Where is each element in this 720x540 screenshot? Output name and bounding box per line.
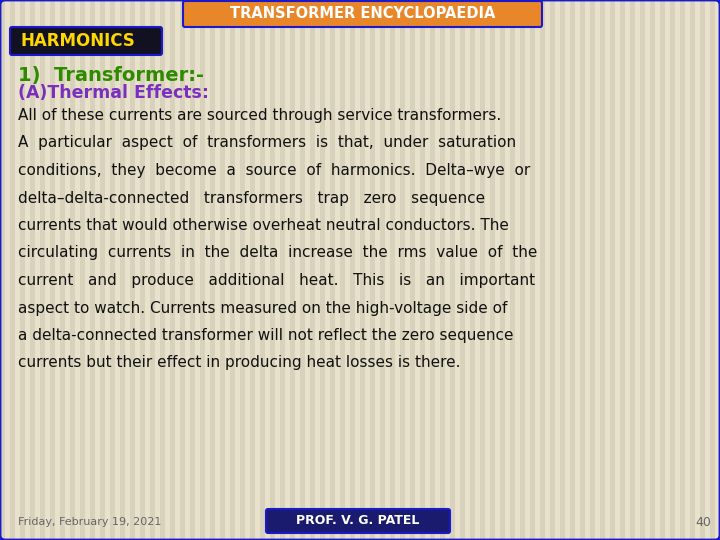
Bar bbox=[300, 0, 305, 540]
Bar bbox=[230, 0, 235, 540]
Bar bbox=[700, 0, 705, 540]
Bar bbox=[0, 0, 5, 540]
Text: currents but their effect in producing heat losses is there.: currents but their effect in producing h… bbox=[18, 355, 461, 370]
Bar bbox=[20, 0, 25, 540]
Bar bbox=[200, 0, 205, 540]
Bar bbox=[60, 0, 65, 540]
Text: Friday, February 19, 2021: Friday, February 19, 2021 bbox=[18, 517, 161, 527]
Bar bbox=[440, 0, 445, 540]
Bar bbox=[170, 0, 175, 540]
Bar bbox=[590, 0, 595, 540]
Bar bbox=[180, 0, 185, 540]
Bar bbox=[650, 0, 655, 540]
Text: circulating  currents  in  the  delta  increase  the  rms  value  of  the: circulating currents in the delta increa… bbox=[18, 246, 537, 260]
Bar bbox=[470, 0, 475, 540]
Bar bbox=[210, 0, 215, 540]
Bar bbox=[510, 0, 515, 540]
Text: A  particular  aspect  of  transformers  is  that,  under  saturation: A particular aspect of transformers is t… bbox=[18, 136, 516, 151]
Bar bbox=[520, 0, 525, 540]
Bar bbox=[390, 0, 395, 540]
Bar bbox=[50, 0, 55, 540]
Text: HARMONICS: HARMONICS bbox=[20, 32, 135, 50]
Bar bbox=[150, 0, 155, 540]
Bar bbox=[620, 0, 625, 540]
Bar bbox=[570, 0, 575, 540]
Bar bbox=[430, 0, 435, 540]
Bar bbox=[80, 0, 85, 540]
Bar bbox=[500, 0, 505, 540]
Bar bbox=[220, 0, 225, 540]
Bar bbox=[550, 0, 555, 540]
Text: TRANSFORMER ENCYCLOPAEDIA: TRANSFORMER ENCYCLOPAEDIA bbox=[230, 6, 495, 22]
Text: aspect to watch. Currents measured on the high-voltage side of: aspect to watch. Currents measured on th… bbox=[18, 300, 508, 315]
Bar bbox=[360, 0, 365, 540]
Bar bbox=[70, 0, 75, 540]
Bar bbox=[260, 0, 265, 540]
Bar bbox=[310, 0, 315, 540]
Bar bbox=[530, 0, 535, 540]
Bar bbox=[540, 0, 545, 540]
Bar bbox=[710, 0, 715, 540]
Text: conditions,  they  become  a  source  of  harmonics.  Delta–wye  or: conditions, they become a source of harm… bbox=[18, 163, 530, 178]
FancyBboxPatch shape bbox=[183, 1, 542, 27]
Bar bbox=[640, 0, 645, 540]
Bar bbox=[410, 0, 415, 540]
Bar bbox=[330, 0, 335, 540]
Bar bbox=[320, 0, 325, 540]
Bar bbox=[580, 0, 585, 540]
Bar bbox=[110, 0, 115, 540]
Bar bbox=[160, 0, 165, 540]
Bar bbox=[610, 0, 615, 540]
Text: current   and   produce   additional   heat.   This   is   an   important: current and produce additional heat. Thi… bbox=[18, 273, 535, 288]
Text: a delta-connected transformer will not reflect the zero sequence: a delta-connected transformer will not r… bbox=[18, 328, 513, 343]
FancyBboxPatch shape bbox=[10, 27, 162, 55]
Bar bbox=[240, 0, 245, 540]
Bar bbox=[490, 0, 495, 540]
Bar bbox=[370, 0, 375, 540]
Bar bbox=[450, 0, 455, 540]
Bar bbox=[560, 0, 565, 540]
Bar bbox=[190, 0, 195, 540]
Bar bbox=[100, 0, 105, 540]
Bar bbox=[680, 0, 685, 540]
Bar bbox=[280, 0, 285, 540]
FancyBboxPatch shape bbox=[266, 509, 450, 533]
Text: All of these currents are sourced through service transformers.: All of these currents are sourced throug… bbox=[18, 108, 501, 123]
Bar bbox=[460, 0, 465, 540]
Bar bbox=[290, 0, 295, 540]
Bar bbox=[250, 0, 255, 540]
Text: currents that would otherwise overheat neutral conductors. The: currents that would otherwise overheat n… bbox=[18, 218, 509, 233]
Bar bbox=[380, 0, 385, 540]
Bar bbox=[140, 0, 145, 540]
Bar bbox=[660, 0, 665, 540]
Bar bbox=[690, 0, 695, 540]
Bar bbox=[90, 0, 95, 540]
Bar bbox=[350, 0, 355, 540]
Bar bbox=[30, 0, 35, 540]
Text: (A)Thermal Effects:: (A)Thermal Effects: bbox=[18, 84, 209, 102]
Bar bbox=[400, 0, 405, 540]
Text: 1)  Transformer:-: 1) Transformer:- bbox=[18, 66, 204, 85]
Bar bbox=[420, 0, 425, 540]
Bar bbox=[480, 0, 485, 540]
Bar bbox=[40, 0, 45, 540]
Text: delta–delta-connected   transformers   trap   zero   sequence: delta–delta-connected transformers trap … bbox=[18, 191, 485, 206]
Bar bbox=[10, 0, 15, 540]
Bar bbox=[600, 0, 605, 540]
Bar bbox=[670, 0, 675, 540]
Bar bbox=[120, 0, 125, 540]
Text: PROF. V. G. PATEL: PROF. V. G. PATEL bbox=[297, 515, 420, 528]
Bar bbox=[340, 0, 345, 540]
Bar bbox=[630, 0, 635, 540]
Bar bbox=[130, 0, 135, 540]
Text: 40: 40 bbox=[695, 516, 711, 529]
Bar bbox=[270, 0, 275, 540]
